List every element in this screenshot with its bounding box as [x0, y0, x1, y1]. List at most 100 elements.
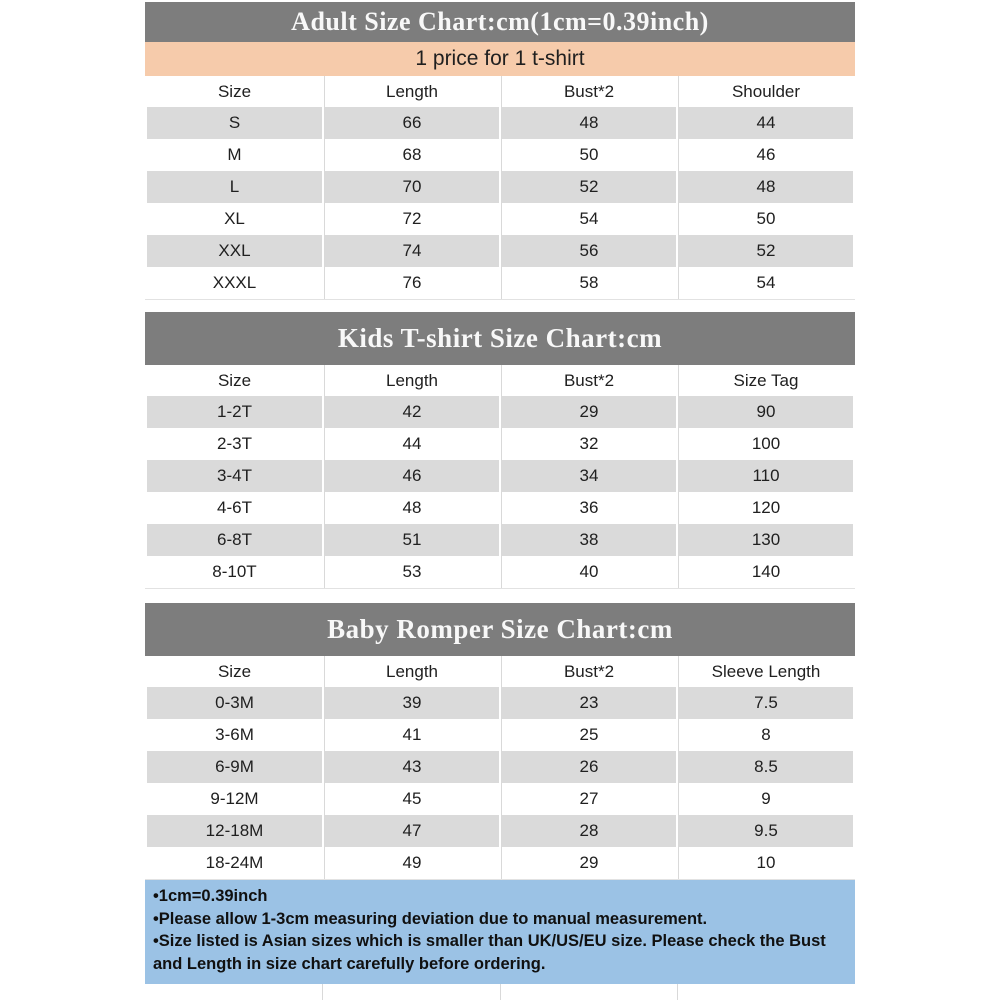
table-cell: 8-10T — [147, 556, 322, 588]
table-row: M 68 50 46 — [147, 139, 853, 171]
kids-table-body: 1-2T 42 29 90 2-3T 44 32 100 3-4T 46 34 110 4-6T 48 36… — [147, 396, 853, 588]
table-cell: 26 — [501, 751, 676, 783]
table-cell: 40 — [501, 556, 676, 588]
table-row: 0-3M 39 23 7.5 — [147, 687, 853, 719]
table-cell: 28 — [501, 815, 676, 847]
table-cell: 29 — [501, 396, 676, 428]
table-cell: 48 — [324, 492, 499, 524]
column-header: Sleeve Length — [678, 656, 853, 687]
table-cell: 27 — [501, 783, 676, 815]
table-cell: 120 — [678, 492, 853, 524]
table-cell: 47 — [324, 815, 499, 847]
table-cell: 25 — [501, 719, 676, 751]
column-header: Bust*2 — [501, 656, 676, 687]
table-row: 3-4T 46 34 110 — [147, 460, 853, 492]
baby-chart-title: Baby Romper Size Chart:cm — [145, 603, 855, 656]
column-header: Length — [324, 656, 499, 687]
adult-size-table: Size Length Bust*2 Shoulder S 66 48 44 M 68 50 46 L… — [145, 76, 855, 300]
table-cell: 48 — [678, 171, 853, 203]
table-cell: 54 — [678, 267, 853, 299]
table-cell: 10 — [678, 847, 853, 879]
table-cell: 36 — [501, 492, 676, 524]
table-cell: 6-8T — [147, 524, 322, 556]
table-cell: S — [147, 107, 322, 139]
table-cell: L — [147, 171, 322, 203]
table-row: 6-8T 51 38 130 — [147, 524, 853, 556]
table-cell: 50 — [678, 203, 853, 235]
section-gap — [145, 589, 855, 603]
kids-chart-title: Kids T-shirt Size Chart:cm — [145, 312, 855, 365]
bottom-grid-cell — [145, 984, 322, 1000]
table-cell: 100 — [678, 428, 853, 460]
table-cell: 90 — [678, 396, 853, 428]
table-cell: 76 — [324, 267, 499, 299]
price-note-banner: 1 price for 1 t-shirt — [145, 42, 855, 76]
adult-size-section: Adult Size Chart:cm(1cm=0.39inch) 1 pric… — [145, 2, 855, 300]
table-cell: 51 — [324, 524, 499, 556]
table-cell: 56 — [501, 235, 676, 267]
table-cell: 72 — [324, 203, 499, 235]
table-cell: 41 — [324, 719, 499, 751]
table-cell: 2-3T — [147, 428, 322, 460]
table-row: XL 72 54 50 — [147, 203, 853, 235]
column-header: Length — [324, 365, 499, 396]
table-cell: 53 — [324, 556, 499, 588]
table-cell: 44 — [678, 107, 853, 139]
column-header: Shoulder — [678, 76, 853, 107]
bottom-grid-cell — [321, 984, 500, 1000]
column-header: Bust*2 — [501, 76, 676, 107]
table-cell: 0-3M — [147, 687, 322, 719]
table-row: 2-3T 44 32 100 — [147, 428, 853, 460]
table-cell: 3-4T — [147, 460, 322, 492]
column-header: Size — [147, 76, 322, 107]
table-cell: 52 — [501, 171, 676, 203]
table-cell: 3-6M — [147, 719, 322, 751]
table-cell: 43 — [324, 751, 499, 783]
table-cell: 1-2T — [147, 396, 322, 428]
notes-panel: •1cm=0.39inch •Please allow 1-3cm measur… — [145, 880, 855, 984]
kids-header-row: Size Length Bust*2 Size Tag — [147, 365, 853, 396]
column-header: Bust*2 — [501, 365, 676, 396]
note-line-deviation: •Please allow 1-3cm measuring deviation … — [153, 909, 708, 928]
table-cell: 46 — [324, 460, 499, 492]
table-cell: 70 — [324, 171, 499, 203]
table-cell: 38 — [501, 524, 676, 556]
note-line-cm-conversion: •1cm=0.39inch — [153, 887, 268, 905]
table-cell: XXL — [147, 235, 322, 267]
column-header: Size — [147, 365, 322, 396]
baby-header-row: Size Length Bust*2 Sleeve Length — [147, 656, 853, 687]
column-header: Length — [324, 76, 499, 107]
table-cell: 29 — [501, 847, 676, 879]
adult-table-body: S 66 48 44 M 68 50 46 L 70 52 48 XL 72 54 50 XXL 74 56 52 XX… — [147, 107, 853, 299]
table-cell: 48 — [501, 107, 676, 139]
table-row: 18-24M 49 29 10 — [147, 847, 853, 879]
bottom-grid-cell — [499, 984, 678, 1000]
table-cell: XXXL — [147, 267, 322, 299]
table-cell: 18-24M — [147, 847, 322, 879]
column-header: Size — [147, 656, 322, 687]
table-row: S 66 48 44 — [147, 107, 853, 139]
table-cell: 34 — [501, 460, 676, 492]
column-header: Size Tag — [678, 365, 853, 396]
table-cell: 8 — [678, 719, 853, 751]
kids-size-table: Size Length Bust*2 Size Tag 1-2T 42 29 90 2-3T 4… — [145, 365, 855, 589]
table-cell: 130 — [678, 524, 853, 556]
table-row: XXL 74 56 52 — [147, 235, 853, 267]
section-gap — [145, 300, 855, 312]
table-cell: 54 — [501, 203, 676, 235]
baby-size-section: Baby Romper Size Chart:cm Size Length Bust… — [145, 603, 855, 880]
table-cell: 39 — [324, 687, 499, 719]
size-chart-sheet: Adult Size Chart:cm(1cm=0.39inch) 1 pric… — [145, 2, 855, 1000]
table-cell: 6-9M — [147, 751, 322, 783]
table-row: 12-18M 47 28 9.5 — [147, 815, 853, 847]
table-cell: 49 — [324, 847, 499, 879]
table-cell: M — [147, 139, 322, 171]
adult-header-row: Size Length Bust*2 Shoulder — [147, 76, 853, 107]
table-cell: 66 — [324, 107, 499, 139]
table-cell: 46 — [678, 139, 853, 171]
table-cell: 8.5 — [678, 751, 853, 783]
table-row: 6-9M 43 26 8.5 — [147, 751, 853, 783]
table-cell: 4-6T — [147, 492, 322, 524]
table-row: 8-10T 53 40 140 — [147, 556, 853, 588]
table-row: XXXL 76 58 54 — [147, 267, 853, 299]
